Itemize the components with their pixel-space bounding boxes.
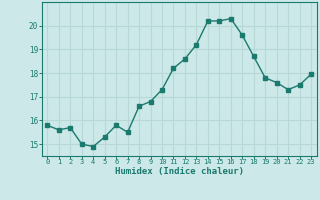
X-axis label: Humidex (Indice chaleur): Humidex (Indice chaleur) <box>115 167 244 176</box>
